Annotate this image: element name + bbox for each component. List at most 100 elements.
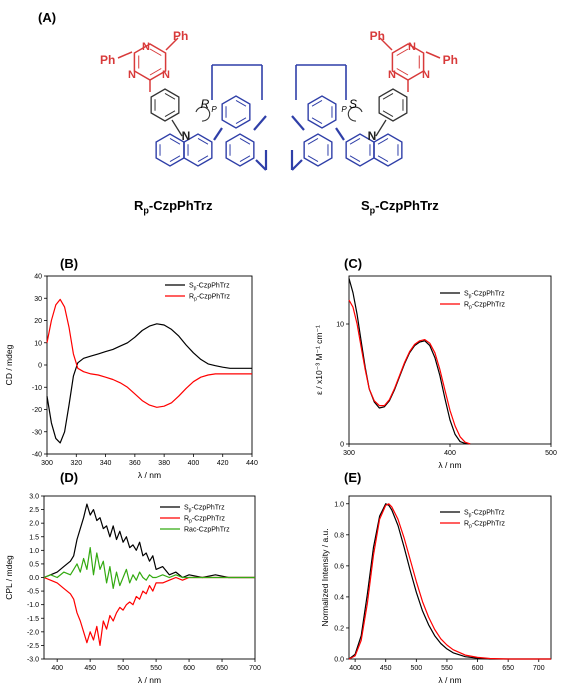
rp-molecule-structure: Ph Ph N N N N R P [100, 29, 268, 171]
sp-molecule-structure: Ph Ph N N N N SP [290, 29, 458, 171]
pl-spectrum-chart: 400 450 500 550 600 650 700 0.0 0.2 0.4 0.6 0.8 1.0 λ… [320, 495, 552, 685]
benzene-ring [183, 133, 213, 167]
double-bond [307, 155, 319, 162]
y-tick-label: 1.5 [29, 534, 39, 541]
y-tick-label: -1.5 [27, 616, 39, 623]
y-tick-label: 30 [34, 296, 42, 303]
legend-label: Sp-CzpPhTrz [184, 505, 225, 514]
x-tick-label: 400 [349, 665, 361, 672]
bond [379, 37, 393, 51]
paracyclophane-bridge [255, 159, 267, 171]
double-bond [239, 138, 251, 145]
y-tick-label: -20 [32, 407, 42, 414]
legend-label: Rp-CzpPhTrz [189, 294, 231, 303]
double-bond [149, 68, 162, 76]
benzene-ring [303, 133, 333, 167]
x-tick-label: 450 [84, 665, 96, 672]
bond [117, 51, 133, 59]
x-tick-label: 400 [444, 450, 456, 457]
y-tick-label: 0.4 [334, 594, 344, 601]
legend-label: Rac-CzpPhTrz [184, 527, 230, 534]
series-line [43, 576, 255, 646]
caption-prefix: S [361, 198, 370, 213]
bond [375, 119, 387, 137]
phenyl-label: Ph [173, 29, 188, 43]
y-tick-label: -10 [32, 385, 42, 392]
y-tick-label: -2.0 [27, 629, 39, 636]
rotation-arrow [195, 106, 211, 122]
double-bond [239, 155, 251, 162]
y-tick-label: -30 [32, 429, 42, 436]
molecule-body [117, 37, 268, 171]
paracyclophane-bridge [335, 127, 345, 141]
series-line [348, 503, 551, 660]
nitrogen-label: N [162, 69, 170, 81]
y-tick-label: 20 [34, 318, 42, 325]
nitrogen-label: N [388, 69, 396, 81]
x-tick-label: 400 [188, 460, 200, 467]
benzene-ring [307, 95, 337, 129]
phenyl-label: Ph [443, 53, 458, 67]
double-bond [396, 48, 409, 56]
bond [171, 119, 183, 137]
chirality-sub-label: P [341, 105, 347, 114]
double-bond [311, 117, 323, 124]
double-bond [164, 110, 176, 117]
y-tick-label: 0.6 [334, 563, 344, 570]
double-bond [382, 110, 394, 117]
y-tick-label: 0.8 [334, 532, 344, 539]
caption-suffix: -CzpPhTrz [148, 198, 213, 213]
absorption-spectrum-chart: 300 400 500 0 10 λ / nm ε / x10⁻³ M⁻¹ cm⁻¹ Sp-C… [314, 275, 557, 470]
x-tick-label: 500 [410, 665, 422, 672]
series-line [43, 547, 255, 589]
nitrogen-label: N [142, 41, 150, 53]
phenyl-label: Ph [100, 53, 115, 67]
nitrogen-label: N [128, 69, 136, 81]
double-bond [307, 138, 319, 145]
x-tick-label: 440 [246, 460, 258, 467]
benzene-ring [221, 95, 251, 129]
series-line [43, 503, 255, 579]
benzene-ring [225, 133, 255, 167]
bond [165, 37, 179, 51]
panel-label-e: (E) [344, 470, 362, 485]
y-tick-label: 10 [34, 340, 42, 347]
y-tick-label: -3.0 [27, 657, 39, 664]
nitrogen-label: N [368, 129, 377, 143]
x-tick-label: 360 [129, 460, 141, 467]
double-bond [149, 48, 162, 56]
y-tick-label: 40 [34, 274, 42, 281]
series-line [46, 298, 252, 408]
chirality-label: R [201, 97, 210, 111]
x-tick-label: 300 [343, 450, 355, 457]
y-axis-label: CD / mdeg [4, 344, 14, 385]
y-tick-label: 2.5 [29, 507, 39, 514]
double-bond [169, 138, 181, 145]
y-tick-label: 0.0 [334, 657, 344, 664]
series-line [348, 278, 471, 445]
x-tick-label: 600 [472, 665, 484, 672]
paracyclophane-bridge [291, 115, 305, 131]
double-bond [197, 138, 209, 145]
y-tick-label: -1.0 [27, 602, 39, 609]
nitrogen-label: N [422, 69, 430, 81]
panel-label-c: (C) [344, 256, 363, 271]
chirality-sub-label: P [211, 105, 217, 114]
panel-label-a: (A) [38, 10, 57, 25]
y-tick-label: 1.0 [29, 548, 39, 555]
x-tick-label: 340 [100, 460, 112, 467]
x-axis-label: λ / nm [438, 460, 461, 470]
y-tick-label: -2.5 [27, 643, 39, 650]
phenyl-label: Ph [370, 29, 385, 43]
y-tick-label: 0.5 [29, 561, 39, 568]
caption-suffix: -CzpPhTrz [375, 198, 439, 213]
double-bond [164, 93, 176, 100]
x-tick-label: 650 [502, 665, 514, 672]
y-axis-label: Normalized Intensity / a.u. [320, 528, 330, 626]
x-axis-label: λ / nm [138, 675, 161, 685]
caption-prefix: R [134, 198, 144, 213]
caption-sub: p [369, 205, 376, 216]
series-line [348, 503, 551, 660]
x-tick-label: 420 [217, 460, 229, 467]
